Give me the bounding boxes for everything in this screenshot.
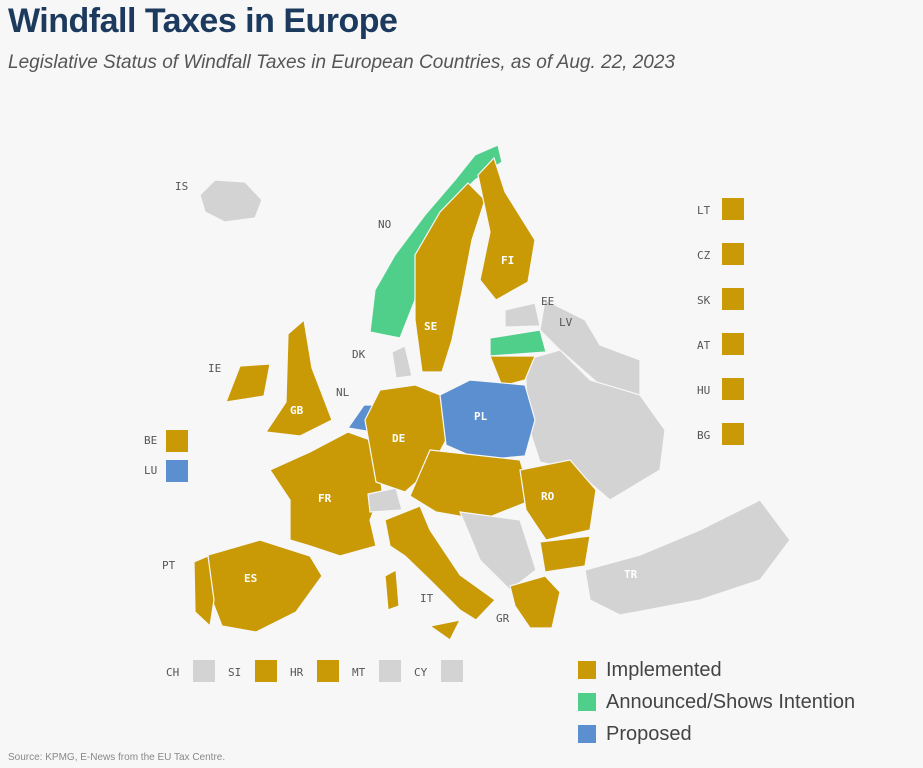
country-sicily	[428, 619, 462, 641]
box-lt	[722, 198, 744, 220]
country-switzerland	[367, 487, 403, 513]
box-label-lu: LU	[144, 464, 157, 477]
country-greece	[509, 575, 561, 629]
country-latvia	[489, 329, 547, 357]
label-lv: LV	[559, 316, 573, 329]
country-portugal	[193, 555, 215, 628]
label-se: SE	[424, 320, 437, 333]
box-label-at: AT	[697, 339, 711, 352]
country-france	[269, 431, 383, 557]
box-label-be: BE	[144, 434, 157, 447]
label-gr: GR	[496, 612, 510, 625]
country-sweden	[414, 182, 486, 373]
country-poland	[439, 379, 536, 461]
box-label-cz: CZ	[697, 249, 711, 262]
box-label-lt: LT	[697, 204, 711, 217]
country-spain	[207, 539, 323, 633]
label-fr: FR	[318, 492, 332, 505]
country-romania	[519, 459, 597, 541]
box-hr	[317, 660, 339, 682]
legend-label: Proposed	[606, 722, 692, 745]
legend-swatch	[578, 725, 596, 743]
country-uk	[264, 318, 333, 437]
label-de: DE	[392, 432, 405, 445]
label-es: ES	[244, 572, 257, 585]
label-it: IT	[420, 592, 434, 605]
box-label-sk: SK	[697, 294, 711, 307]
box-si	[255, 660, 277, 682]
legend-item-implemented: Implemented	[578, 654, 855, 686]
box-sk	[722, 288, 744, 310]
label-is: IS	[175, 180, 188, 193]
box-label-cy: CY	[414, 666, 428, 679]
box-ch	[193, 660, 215, 682]
country-finland	[477, 156, 536, 301]
legend-swatch	[578, 661, 596, 679]
box-cy	[441, 660, 463, 682]
country-lithuania	[489, 355, 536, 387]
country-iceland	[199, 179, 263, 223]
box-be	[166, 430, 188, 452]
country-balkans	[459, 511, 537, 591]
box-label-hr: HR	[290, 666, 304, 679]
box-hu	[722, 378, 744, 400]
country-italy	[384, 505, 496, 621]
legend-item-proposed: Proposed	[578, 718, 855, 750]
label-fi: FI	[501, 254, 514, 267]
legend-label: Announced/Shows Intention	[606, 690, 856, 713]
label-gb: GB	[290, 404, 304, 417]
box-cz	[722, 243, 744, 265]
label-ie: IE	[208, 362, 221, 375]
label-ee: EE	[541, 295, 554, 308]
chart-subtitle: Legislative Status of Windfall Taxes in …	[8, 52, 675, 73]
label-nl: NL	[336, 386, 350, 399]
label-dk: DK	[352, 348, 366, 361]
legend: Implemented Announced/Shows Intention Pr…	[578, 654, 855, 750]
chart-title: Windfall Taxes in Europe	[8, 2, 398, 40]
label-tr: TR	[624, 568, 638, 581]
country-denmark	[391, 345, 413, 379]
box-at	[722, 333, 744, 355]
country-sardinia	[384, 569, 400, 611]
legend-item-announced: Announced/Shows Intention	[578, 686, 855, 718]
country-bulgaria	[539, 535, 591, 573]
label-no: NO	[378, 218, 391, 231]
label-pt: PT	[162, 559, 176, 572]
country-estonia	[504, 302, 541, 328]
country-turkey	[584, 499, 791, 616]
country-ireland	[225, 363, 271, 403]
label-pl: PL	[474, 410, 488, 423]
box-lu	[166, 460, 188, 482]
label-ro: RO	[541, 490, 555, 503]
box-mt	[379, 660, 401, 682]
box-label-hu: HU	[697, 384, 710, 397]
legend-swatch	[578, 693, 596, 711]
legend-label: Implemented	[606, 658, 722, 681]
box-label-mt: MT	[352, 666, 366, 679]
box-label-ch: CH	[166, 666, 179, 679]
country-central-europe	[409, 449, 533, 521]
box-bg	[722, 423, 744, 445]
box-label-si: SI	[228, 666, 241, 679]
source-note: Source: KPMG, E-News from the EU Tax Cen…	[8, 752, 226, 763]
box-label-bg: BG	[697, 429, 710, 442]
